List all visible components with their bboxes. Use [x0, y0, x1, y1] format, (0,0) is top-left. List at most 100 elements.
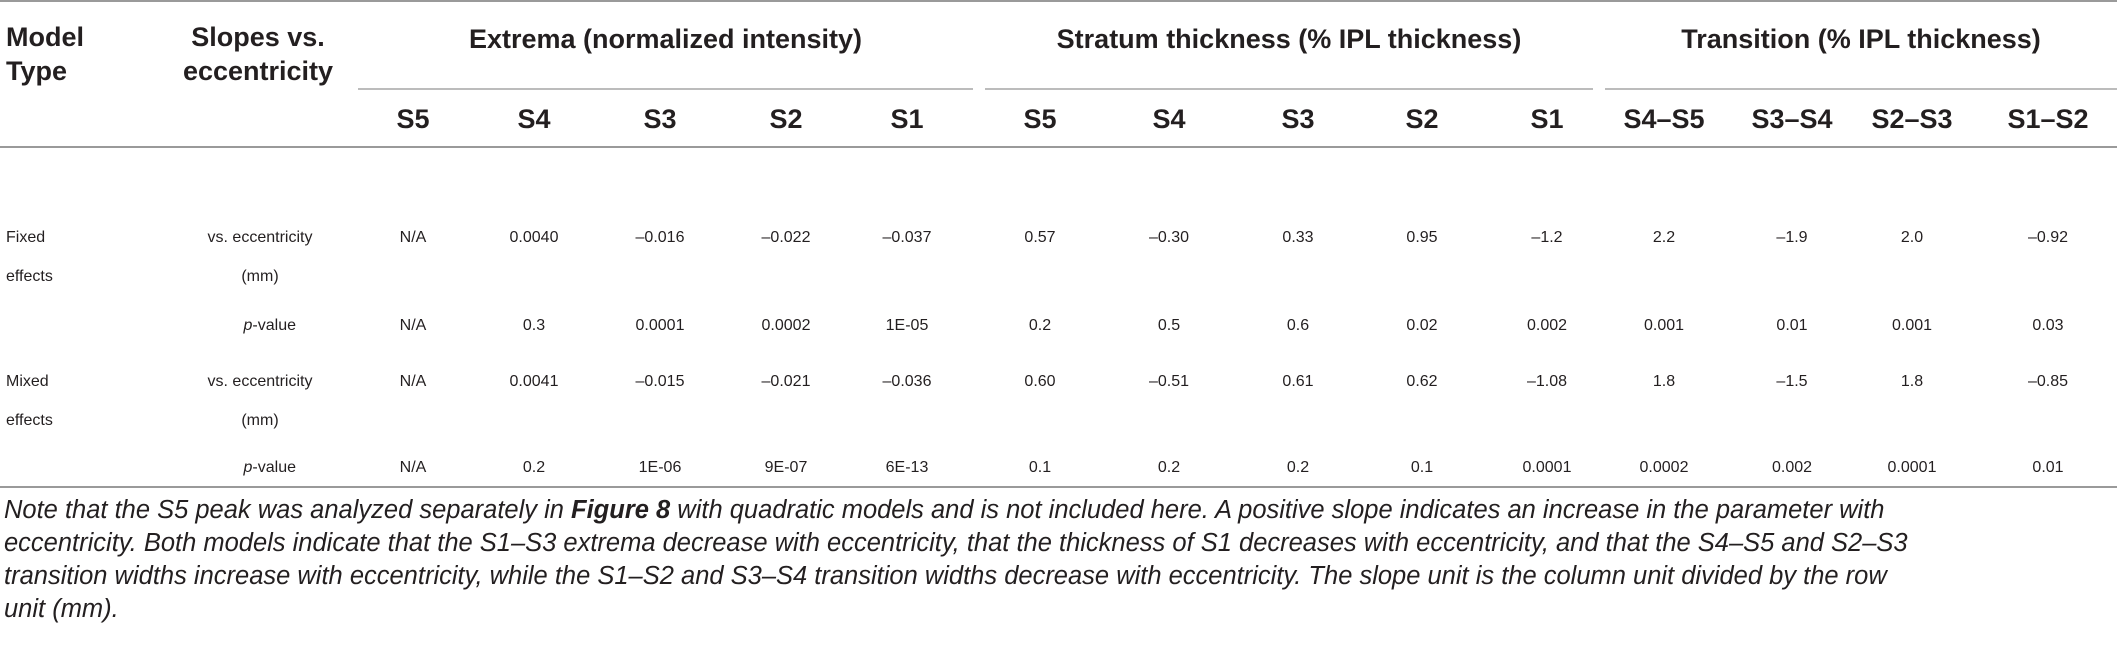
table-cell: 1.8	[1900, 373, 1924, 390]
row-label-line: vs. eccentricity	[207, 229, 313, 246]
extrema-group-header: Extrema (normalized intensity)	[468, 24, 863, 54]
table-cell: 0.0002	[1639, 459, 1689, 476]
row-label-line: vs. eccentricity	[207, 373, 313, 390]
model-label: Mixed effects	[6, 362, 53, 440]
table-bottom-rule	[0, 486, 2117, 488]
p-value-suffix: -value	[252, 459, 296, 476]
table-cell: –0.016	[635, 229, 685, 246]
column-header: S1–S2	[2007, 104, 2089, 134]
table-cell: 0.61	[1282, 373, 1314, 390]
table-cell: 0.2	[1157, 459, 1181, 476]
table-cell: 0.60	[1024, 373, 1056, 390]
column-header: S4	[517, 104, 551, 134]
table-cell: N/A	[399, 373, 427, 390]
table-cell: N/A	[399, 229, 427, 246]
figure-reference: Figure 8	[571, 496, 671, 524]
table-cell: 1E-05	[885, 317, 929, 334]
row-label: vs. eccentricity (mm)	[150, 362, 370, 440]
model-type-line-2: Type	[6, 56, 68, 86]
table-cell: 0.2	[1286, 459, 1310, 476]
table-cell: 0.03	[2032, 317, 2064, 334]
table-cell: 0.5	[1157, 317, 1181, 334]
model-label: Fixed effects	[6, 218, 53, 296]
table-cell: –0.021	[761, 373, 811, 390]
column-header: S1	[890, 104, 924, 134]
table-cell: –0.85	[2027, 373, 2069, 390]
table-cell: 0.0001	[635, 317, 685, 334]
table-cell: N/A	[399, 459, 427, 476]
column-header: S4	[1152, 104, 1186, 134]
table-cell: –0.92	[2027, 229, 2069, 246]
note-line-1: Note that the S5 peak was analyzed separ…	[4, 494, 2112, 527]
stratum-group-header: Stratum thickness (% IPL thickness)	[1056, 24, 1522, 54]
column-header: S1	[1530, 104, 1564, 134]
row-label: vs. eccentricity (mm)	[150, 218, 370, 296]
table-cell: 0.1	[1410, 459, 1434, 476]
column-header: S4–S5	[1623, 104, 1705, 134]
table-cell: 6E-13	[885, 459, 929, 476]
table-cell: 0.3	[522, 317, 546, 334]
model-type-header: Model Type	[6, 20, 84, 88]
table-cell: 1E-06	[638, 459, 682, 476]
table-cell: –1.9	[1776, 229, 1808, 246]
column-header: S3–S4	[1751, 104, 1833, 134]
column-header: S3	[643, 104, 677, 134]
row-label-line: (mm)	[241, 268, 279, 285]
slopes-header: Slopes vs. eccentricity	[160, 20, 356, 88]
table-cell: 0.95	[1406, 229, 1438, 246]
column-header: S5	[1023, 104, 1057, 134]
table-cell: 0.0001	[1522, 459, 1572, 476]
table-cell: 0.33	[1282, 229, 1314, 246]
table-cell: 9E-07	[764, 459, 808, 476]
table-cell: –0.022	[761, 229, 811, 246]
stratum-group-rule	[985, 88, 1593, 90]
model-label-line: effects	[6, 268, 53, 285]
table-cell: 0.0001	[1887, 459, 1937, 476]
header-bottom-rule	[0, 146, 2117, 148]
table-cell: N/A	[399, 317, 427, 334]
p-value-label: p-value	[150, 448, 296, 487]
model-label-line: Fixed	[6, 229, 46, 246]
column-header: S2–S3	[1871, 104, 1953, 134]
column-header: S2	[769, 104, 803, 134]
table-cell: 2.2	[1652, 229, 1676, 246]
table-cell: 0.001	[1891, 317, 1933, 334]
note-text: Note that the S5 peak was analyzed separ…	[4, 496, 572, 524]
table-cell: –0.30	[1148, 229, 1190, 246]
table-cell: 0.2	[522, 459, 546, 476]
table-cell: –0.037	[882, 229, 932, 246]
table-cell: 2.0	[1900, 229, 1924, 246]
table-cell: 0.1	[1028, 459, 1052, 476]
table-cell: 1.8	[1652, 373, 1676, 390]
table-cell: –1.2	[1531, 229, 1563, 246]
p-value-suffix: -value	[252, 317, 296, 334]
note-line-4: unit (mm).	[4, 595, 119, 623]
p-symbol: p	[243, 317, 253, 334]
row-label-line: (mm)	[241, 412, 279, 429]
p-value-label: p-value	[150, 306, 296, 345]
table-cell: –1.08	[1526, 373, 1568, 390]
column-header: S5	[396, 104, 430, 134]
table-cell: 0.0040	[509, 229, 559, 246]
model-label-line: Mixed	[6, 373, 49, 390]
note-line-2: eccentricity. Both models indicate that …	[4, 529, 1908, 557]
table-note: Note that the S5 peak was analyzed separ…	[4, 494, 2112, 626]
table-cell: 0.01	[2032, 459, 2064, 476]
note-line-3: transition widths increase with eccentri…	[4, 562, 1887, 590]
table-cell: 0.6	[1286, 317, 1310, 334]
table-cell: –0.015	[635, 373, 685, 390]
table-cell: –0.036	[882, 373, 932, 390]
extrema-group-rule	[358, 88, 973, 90]
table-cell: 0.57	[1024, 229, 1056, 246]
note-text: with quadratic models and is not include…	[670, 496, 1885, 524]
slopes-line-2: eccentricity	[182, 56, 334, 86]
transition-group-rule	[1605, 88, 2117, 90]
table-cell: 0.0041	[509, 373, 559, 390]
table-cell: 0.01	[1776, 317, 1808, 334]
table-cell: 0.02	[1406, 317, 1438, 334]
table-cell: 0.002	[1526, 317, 1568, 334]
table-cell: 0.0002	[761, 317, 811, 334]
transition-group-header: Transition (% IPL thickness)	[1681, 24, 2041, 54]
table-cell: 0.62	[1406, 373, 1438, 390]
